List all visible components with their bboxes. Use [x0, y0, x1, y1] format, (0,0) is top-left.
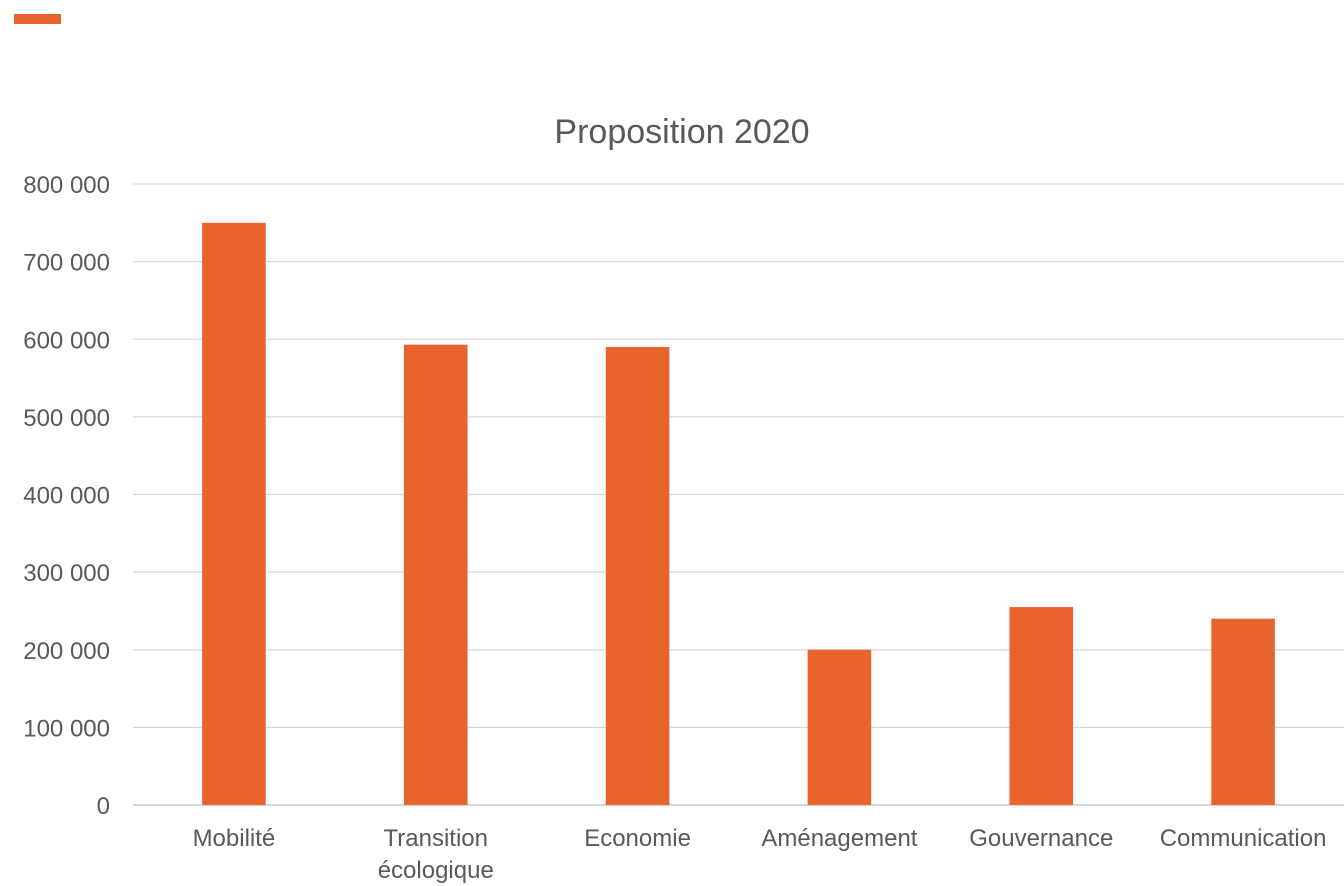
y-tick-label: 200 000	[23, 638, 110, 665]
y-axis-tick-labels: 0 100 000 200 000 300 000 400 000 500 000 600 …	[23, 172, 110, 820]
gridlines	[133, 183, 1344, 806]
x-tick-label: Transition écologique	[378, 825, 494, 884]
accent-bar	[14, 14, 61, 24]
x-tick-label: Economie	[584, 825, 691, 852]
y-tick-label: 100 000	[23, 715, 110, 742]
chart-title: Proposition 2020	[554, 113, 809, 151]
x-tick-label: Aménagement	[761, 825, 917, 852]
bar	[1211, 618, 1275, 805]
bar	[1009, 607, 1074, 805]
x-tick-label: Gouvernance	[969, 825, 1113, 852]
y-tick-label: 600 000	[23, 327, 110, 354]
bar	[403, 344, 468, 805]
y-tick-label: 800 000	[23, 172, 110, 199]
bars	[202, 222, 1275, 805]
bar	[605, 347, 670, 805]
y-tick-label: 300 000	[23, 560, 110, 587]
x-axis-tick-labels: Mobilité Transition écologique Economie Amén…	[193, 825, 1327, 884]
y-tick-label: 500 000	[23, 405, 110, 432]
bar	[807, 649, 872, 805]
x-tick-label: Mobilité	[193, 825, 276, 852]
y-tick-label: 0	[97, 793, 110, 820]
x-tick-label: Communication	[1160, 825, 1327, 852]
y-tick-label: 400 000	[23, 483, 110, 510]
y-tick-label: 700 000	[23, 250, 110, 277]
bar	[202, 222, 266, 805]
